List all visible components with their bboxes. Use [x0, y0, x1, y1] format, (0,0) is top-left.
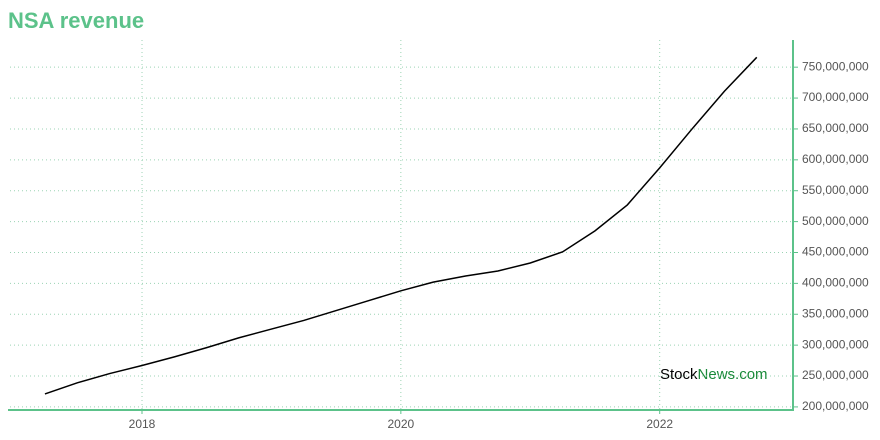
y-tick-label: 350,000,000: [802, 306, 869, 320]
y-tick-label: 600,000,000: [802, 152, 869, 166]
y-tick-label: 750,000,000: [802, 59, 869, 73]
y-tick-label: 550,000,000: [802, 183, 869, 197]
y-tick-label: 450,000,000: [802, 245, 869, 259]
y-tick-label: 200,000,000: [802, 399, 869, 413]
y-tick-label: 300,000,000: [802, 337, 869, 351]
y-tick-label: 650,000,000: [802, 121, 869, 135]
x-tick-label: 2018: [129, 417, 156, 431]
chart-title: NSA revenue: [8, 8, 144, 33]
y-tick-label: 700,000,000: [802, 90, 869, 104]
y-tick-label: 250,000,000: [802, 368, 869, 382]
y-tick-label: 400,000,000: [802, 276, 869, 290]
watermark: StockNews.com: [660, 366, 768, 383]
line: [44, 56, 758, 395]
x-tick-label: 2022: [646, 417, 673, 431]
x-tick-label: 2020: [388, 417, 415, 431]
y-tick-label: 500,000,000: [802, 214, 869, 228]
watermark-part: News.com: [698, 366, 768, 383]
watermark-part: Stock: [660, 366, 698, 383]
